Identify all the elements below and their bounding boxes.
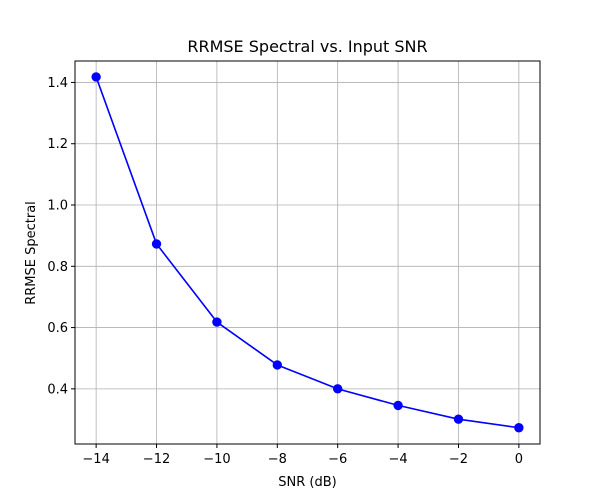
series-layer (91, 72, 524, 433)
y-axis-label: RRMSE Spectral (24, 201, 39, 305)
x-tick-label: −4 (388, 452, 407, 467)
y-tick-label: 1.0 (47, 199, 68, 214)
y-tick-label: 0.6 (47, 321, 68, 336)
x-tick-label: −12 (143, 452, 170, 467)
x-tick-label: −14 (82, 452, 109, 467)
grid (75, 61, 540, 444)
ticks-layer: −14 −12 −10 −8 −6 −4 −2 0 0.4 0.6 0.8 1.0 1.2 1.4 (47, 76, 523, 467)
x-tick-label: −6 (328, 452, 347, 467)
x-axis-label: SNR (dB) (278, 475, 336, 490)
y-tick-label: 0.4 (47, 382, 68, 397)
data-point (332, 384, 343, 394)
data-point (453, 414, 464, 424)
data-point (151, 239, 162, 249)
data-point (212, 317, 222, 327)
data-point (91, 72, 101, 82)
x-tick-label: −8 (268, 452, 287, 467)
series-line (95, 76, 519, 429)
y-tick-label: 1.4 (47, 76, 68, 91)
data-point (514, 423, 524, 433)
x-tick-label: −2 (449, 452, 468, 467)
plot-frame (74, 60, 541, 445)
y-tick-label: 0.8 (47, 260, 68, 275)
x-tick-label: 0 (515, 452, 523, 467)
data-point (272, 360, 283, 370)
y-tick-label: 1.2 (47, 137, 68, 152)
data-point (393, 400, 403, 411)
chart-title: RRMSE Spectral vs. Input SNR (187, 37, 427, 56)
x-tick-label: −10 (203, 452, 230, 467)
